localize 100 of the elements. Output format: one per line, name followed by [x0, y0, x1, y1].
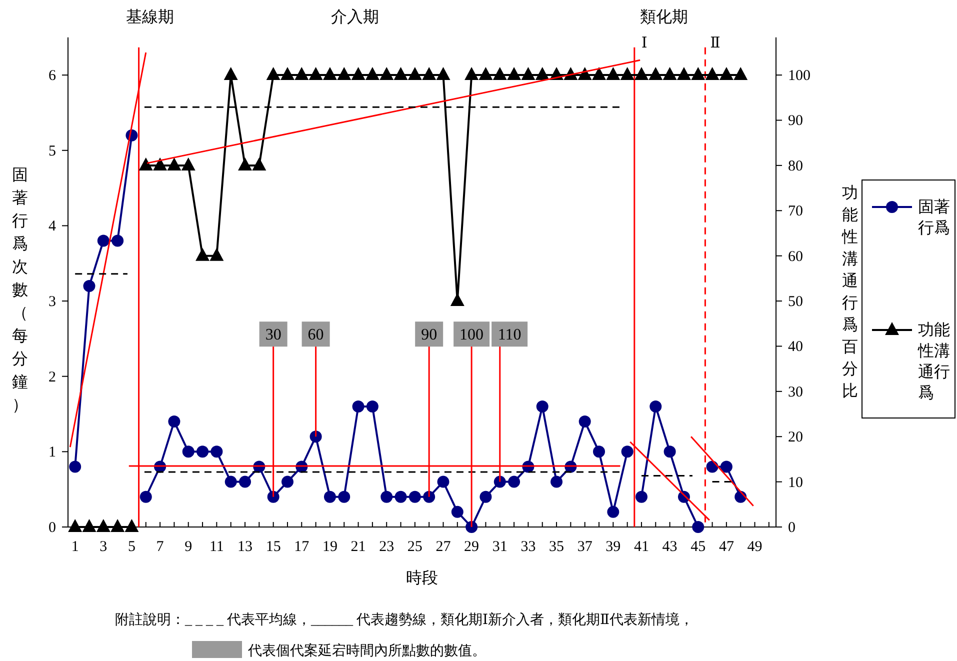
- ref-line: Ⅱ: [704, 35, 720, 527]
- y-axis-title: 固著行爲次數（每分鐘）: [12, 167, 28, 414]
- x-tick-label: 43: [662, 539, 678, 555]
- point: [83, 280, 96, 292]
- point: [423, 490, 436, 503]
- point: [719, 67, 734, 80]
- point: [536, 400, 548, 412]
- point: [408, 490, 421, 503]
- point: [168, 416, 180, 428]
- point: [620, 67, 634, 80]
- point: [224, 67, 238, 80]
- x-tick-label: 7: [156, 539, 164, 555]
- x-tick-label: 13: [238, 539, 252, 555]
- x-tick-label: 25: [407, 539, 422, 555]
- point: [676, 67, 691, 80]
- point: [366, 400, 378, 412]
- ref-line-label: Ⅰ: [641, 35, 648, 52]
- point: [508, 476, 520, 488]
- point: [692, 521, 704, 533]
- point: [140, 490, 152, 503]
- point: [394, 490, 407, 503]
- point: [408, 67, 422, 80]
- annotation: 110: [498, 326, 522, 344]
- point: [167, 157, 182, 170]
- point: [337, 67, 352, 80]
- point: [437, 476, 450, 488]
- point: [578, 416, 591, 428]
- x-tick-label: 33: [520, 539, 536, 555]
- point: [422, 67, 436, 80]
- x-tick-label: 29: [464, 539, 480, 555]
- point: [68, 519, 82, 532]
- text: 附註說明：_ _ _ _ 代表平均線，______ 代表趨勢線，類化期Ⅰ新介入者，類化期Ⅱ代表新情境，: [115, 612, 694, 628]
- point: [351, 67, 366, 80]
- point: [394, 67, 408, 80]
- annotation: 100: [460, 326, 484, 344]
- point: [720, 460, 732, 473]
- point: [478, 67, 493, 80]
- x-tick-label: 45: [690, 539, 706, 555]
- point: [521, 67, 536, 80]
- point: [606, 67, 620, 80]
- point: [138, 157, 153, 170]
- point: [507, 67, 522, 80]
- x-tick-label: 49: [747, 539, 762, 555]
- x-tick-label: 19: [322, 539, 338, 555]
- point: [550, 476, 563, 488]
- point: [322, 67, 337, 80]
- x-tick-label: 23: [379, 539, 394, 555]
- text: 基線期: [126, 8, 174, 26]
- point: [451, 506, 464, 518]
- y-tick-label: 2: [48, 369, 56, 386]
- point: [380, 67, 394, 80]
- point: [607, 506, 620, 518]
- point: [267, 490, 280, 503]
- x-tick-label: 1: [71, 539, 79, 555]
- x-tick-label: 37: [577, 539, 593, 555]
- annotation: 90: [421, 326, 438, 344]
- point: [280, 67, 294, 80]
- point: [734, 67, 748, 80]
- point: [310, 430, 322, 443]
- point: [365, 67, 380, 80]
- y2-tick-label: 80: [788, 158, 803, 174]
- text: 類化期: [640, 8, 688, 26]
- point: [294, 67, 309, 80]
- point: [691, 67, 706, 80]
- x-tick-label: 9: [184, 539, 192, 555]
- point: [621, 446, 634, 458]
- point: [705, 67, 720, 80]
- legend-label: 功能性溝通行爲: [917, 321, 950, 402]
- point: [338, 490, 350, 503]
- note: 60: [302, 322, 330, 437]
- x-tick-label: 15: [266, 539, 281, 555]
- point: [112, 234, 124, 247]
- x-tick-label: 39: [606, 539, 621, 555]
- point: [181, 157, 196, 170]
- point: [308, 67, 323, 80]
- x-tick-label: 47: [718, 539, 734, 555]
- y2-tick-label: 70: [788, 204, 803, 220]
- point: [110, 519, 125, 532]
- point: [535, 67, 550, 80]
- point: [648, 67, 663, 80]
- y-tick-label: 0: [48, 520, 56, 536]
- point: [380, 490, 393, 503]
- y2-tick-label: 10: [788, 474, 803, 491]
- annotation: 30: [265, 326, 282, 344]
- text: 介入期: [331, 8, 379, 26]
- y-tick-label: 3: [48, 294, 56, 310]
- point: [196, 446, 209, 458]
- y-tick-label: 5: [48, 143, 56, 160]
- point: [664, 446, 676, 458]
- point: [196, 248, 210, 261]
- point: [324, 490, 336, 503]
- x-axis-title: 時段: [406, 569, 438, 587]
- y2-tick-label: 20: [788, 430, 803, 446]
- point: [97, 234, 110, 247]
- point: [466, 521, 478, 533]
- x-tick-label: 31: [492, 539, 508, 555]
- note: 100: [454, 322, 490, 527]
- y2-tick-label: 100: [788, 68, 810, 84]
- text: 代表個代案延宕時間內所點數的數值。: [247, 642, 486, 659]
- annotation: 60: [308, 326, 324, 344]
